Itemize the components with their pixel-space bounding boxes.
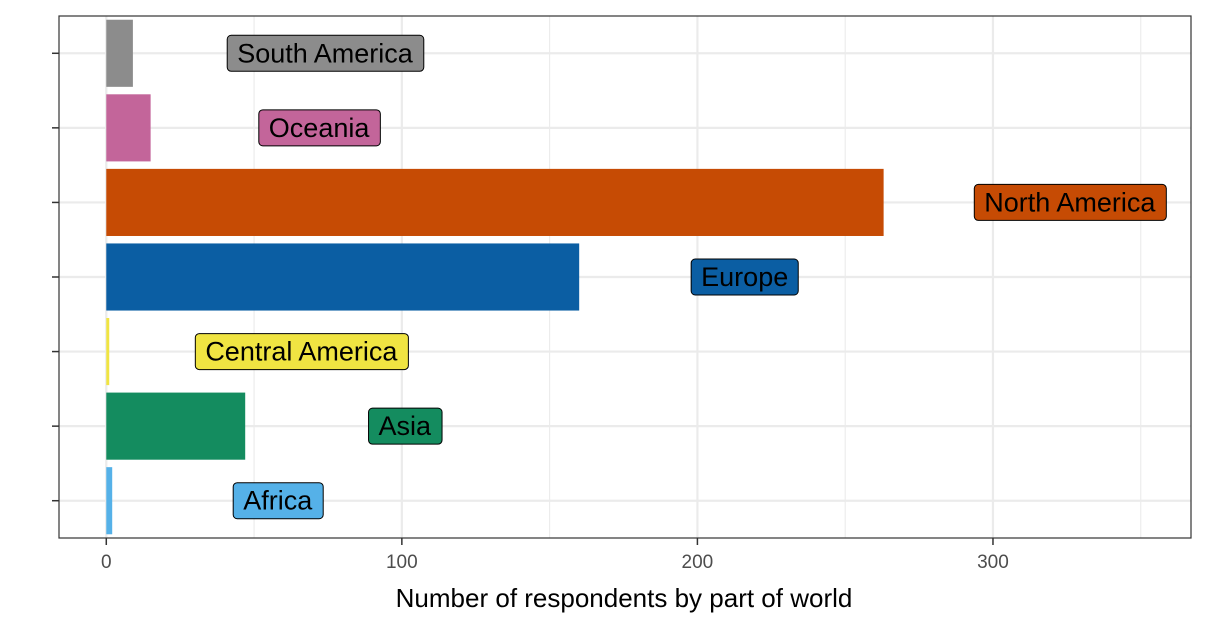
bar-label: South America [226, 34, 425, 72]
x-axis-tick-label: 300 [977, 552, 1009, 573]
bar-label-box [973, 183, 1167, 221]
bar-label: Africa [232, 482, 324, 520]
x-axis-tick-label: 100 [386, 552, 418, 573]
bar-europe [106, 243, 580, 311]
bar-oceania [106, 94, 151, 162]
bars [106, 19, 884, 535]
bar-label: Central America [194, 333, 409, 371]
axes: 0 100 200 300 [52, 52, 1009, 573]
bar-label: Europe [690, 258, 799, 296]
bar-label: Oceania [258, 109, 381, 147]
bar-label-box [232, 482, 324, 520]
bar-label-text: Oceania [269, 113, 371, 143]
bar-labels: South America Oceania North America Europe C… [194, 34, 1167, 520]
bar-label-text: South America [237, 38, 414, 68]
x-axis-tick-label: 200 [682, 552, 714, 573]
bar-asia [106, 392, 246, 460]
bar-label-box [258, 109, 381, 147]
bar-label: Asia [368, 407, 443, 445]
bar-label-text: Europe [701, 262, 788, 292]
bar-label-text: Central America [205, 337, 398, 367]
bar-label-text: Asia [379, 411, 433, 441]
bar-central-america [106, 318, 110, 386]
bar-label-box [368, 407, 443, 445]
x-axis-title: Number of respondents by part of world [396, 583, 853, 613]
bar-africa [106, 467, 113, 535]
bar-label-text: North America [984, 187, 1156, 217]
bar-south-america [106, 19, 133, 87]
bar-label-box [690, 258, 799, 296]
bar-label-text: Africa [243, 486, 313, 516]
bar-label-box [226, 34, 425, 72]
x-axis-tick-label: 0 [101, 552, 112, 573]
bar-label: North America [973, 183, 1167, 221]
bar-north-america [106, 168, 884, 236]
bar-label-box [194, 333, 409, 371]
